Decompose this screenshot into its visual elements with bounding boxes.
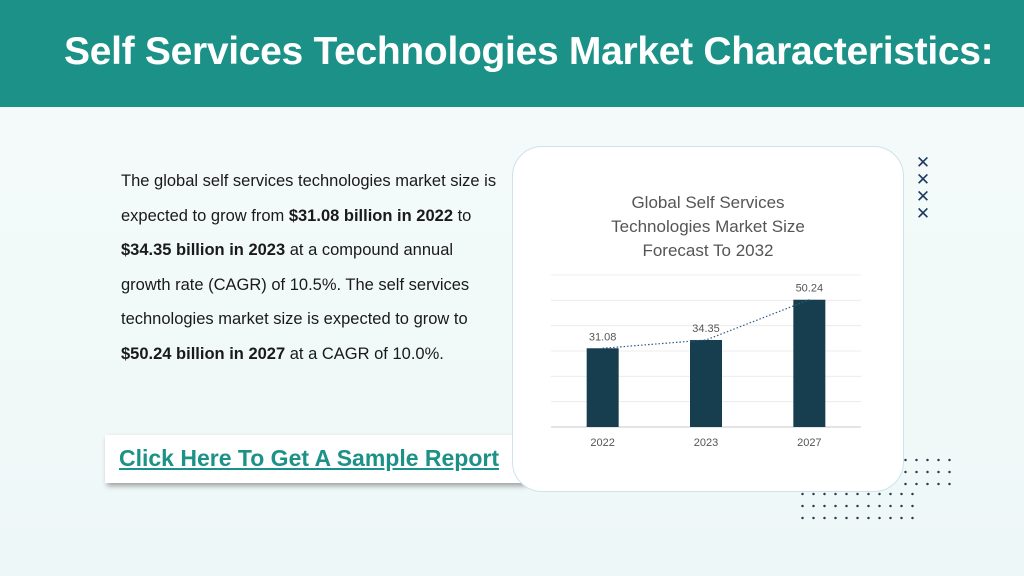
description-text-3: at a compound annual growth rate (CAGR) … bbox=[121, 241, 470, 328]
sample-report-link[interactable]: Click Here To Get A Sample Report bbox=[119, 445, 500, 471]
x-mark-icon: ✕ bbox=[915, 187, 931, 207]
bar-2023 bbox=[690, 339, 722, 427]
dot-grid-decoration bbox=[900, 454, 955, 492]
sample-report-box: Click Here To Get A Sample Report bbox=[105, 435, 525, 483]
data-label-2022: 31.08 bbox=[589, 331, 617, 343]
bar-2027 bbox=[793, 299, 826, 427]
x-mark-icon: ✕ bbox=[915, 170, 931, 190]
description-text-1: The global self services technologies ma… bbox=[121, 172, 497, 225]
x-tick-label-2022: 2022 bbox=[590, 437, 614, 449]
x-mark-icon: ✕ bbox=[915, 153, 931, 173]
description-text-2: to bbox=[453, 206, 472, 225]
page-title-colon: : bbox=[980, 30, 994, 73]
chart-title: Global Self Services Technologies Market… bbox=[513, 191, 903, 263]
page-title: Self Services Technologies Market Charac… bbox=[64, 30, 994, 74]
x-tick-label-2027: 2027 bbox=[797, 437, 821, 449]
description-bold-2022: $31.08 billion in 2022 bbox=[288, 206, 453, 225]
dot-grid-decoration bbox=[797, 488, 922, 522]
market-description: The global self services technologies ma… bbox=[121, 164, 501, 371]
x-tick-label-2023: 2023 bbox=[694, 437, 718, 449]
chart-title-line-2: Technologies Market Size bbox=[611, 217, 805, 236]
chart-card: Global Self Services Technologies Market… bbox=[512, 146, 904, 492]
chart-title-line-3: Forecast To 2032 bbox=[642, 241, 774, 260]
bar-2022 bbox=[586, 348, 619, 427]
x-mark-icon: ✕ bbox=[915, 204, 931, 224]
description-bold-2027: $50.24 billion in 2027 bbox=[121, 344, 286, 363]
x-marks-decoration: ✕ ✕ ✕ ✕ bbox=[914, 155, 932, 223]
description-bold-2023: $34.35 billion in 2023 bbox=[121, 241, 286, 259]
page-title-text: Self Services Technologies Market Charac… bbox=[64, 30, 981, 73]
bar-chart: 31.08 2022 34.35 2023 50.24 2027 bbox=[551, 274, 861, 449]
data-label-2023: 34.35 bbox=[692, 323, 720, 335]
chart-title-line-1: Global Self Services bbox=[631, 193, 785, 212]
header-banner: Self Services Technologies Market Charac… bbox=[0, 0, 1024, 107]
description-text-4: at a CAGR of 10.0%. bbox=[285, 344, 444, 363]
data-label-2027: 50.24 bbox=[796, 283, 824, 295]
